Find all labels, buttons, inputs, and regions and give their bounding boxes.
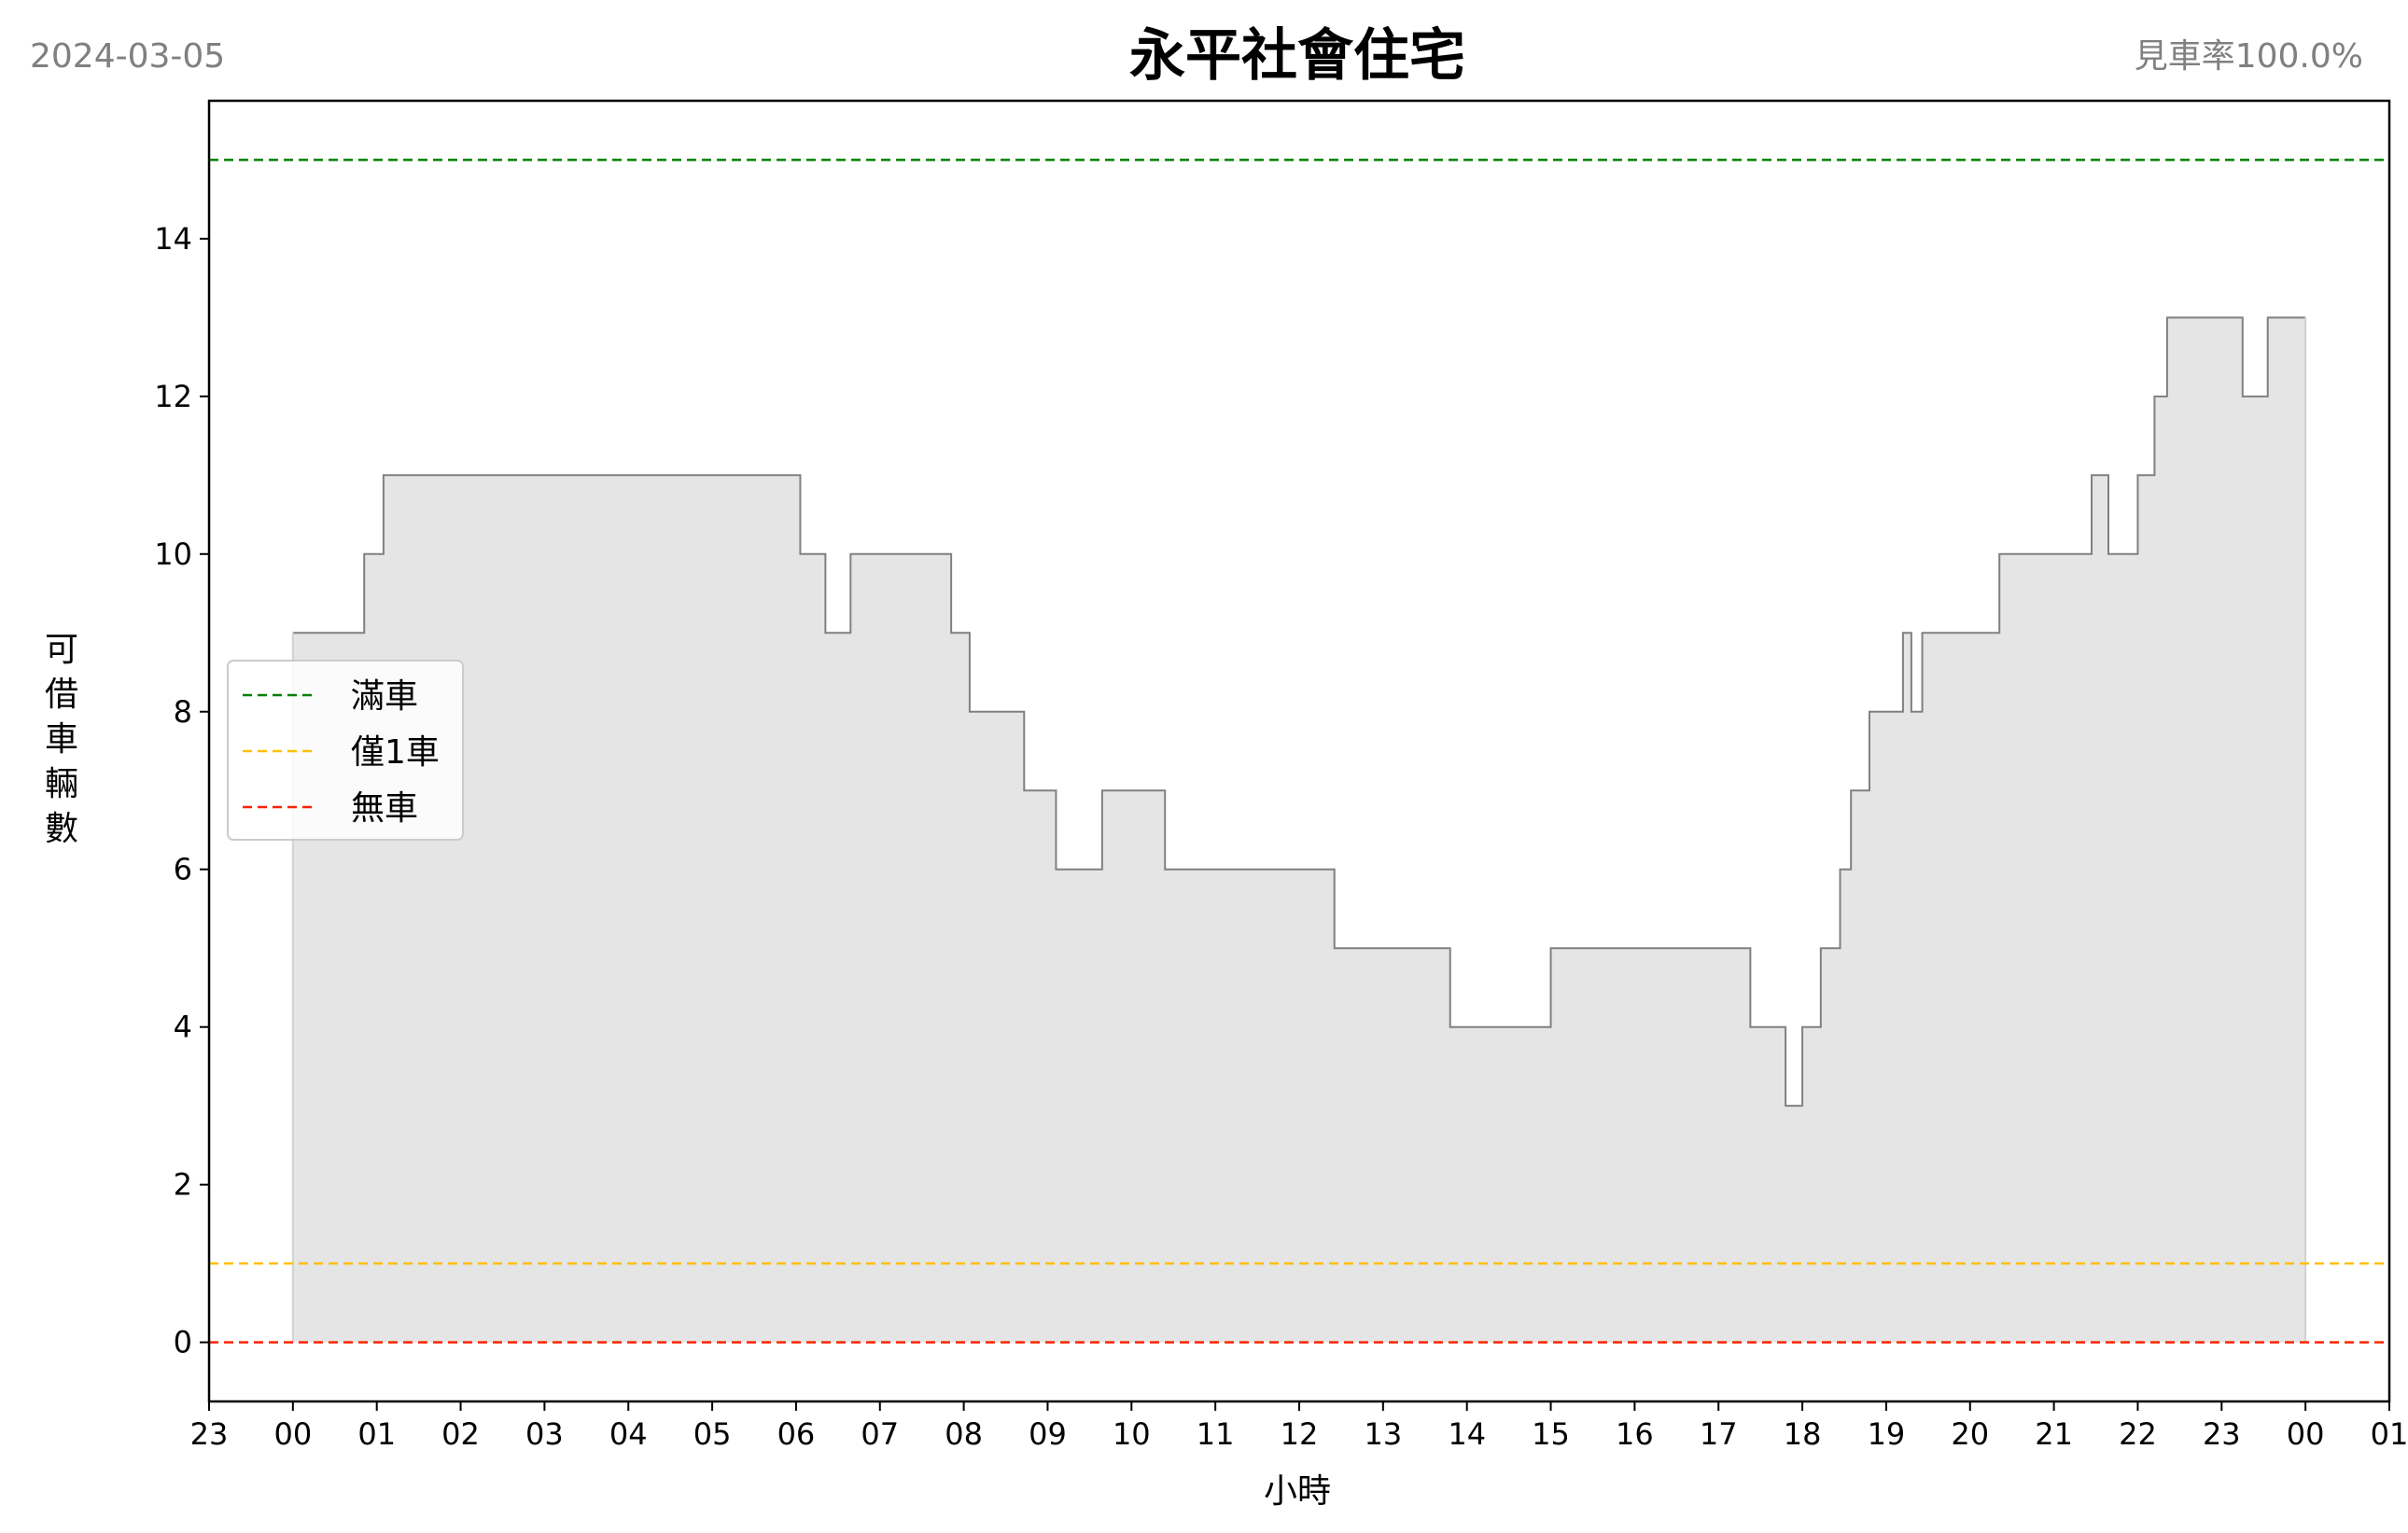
x-tick-label: 14	[1448, 1416, 1486, 1452]
x-tick-label: 00	[2287, 1416, 2325, 1452]
legend-label: 滿車	[351, 677, 418, 716]
x-tick-label: 12	[1281, 1416, 1319, 1452]
y-tick-label: 4	[174, 1010, 192, 1045]
chart-title: 永平社會住宅	[1129, 23, 1465, 89]
x-tick-label: 08	[945, 1416, 983, 1452]
x-tick-label: 04	[609, 1416, 648, 1452]
x-tick-label: 05	[693, 1416, 732, 1452]
x-tick-label: 13	[1364, 1416, 1402, 1452]
x-tick-label: 20	[1951, 1416, 1989, 1452]
y-tick-label: 8	[174, 694, 192, 730]
y-tick-label: 14	[154, 221, 192, 257]
x-tick-label: 01	[2371, 1416, 2408, 1452]
legend-box	[227, 660, 464, 841]
x-tick-label: 21	[2035, 1416, 2073, 1452]
y-tick-label: 2	[174, 1167, 192, 1203]
x-tick-label: 23	[190, 1416, 229, 1452]
legend-label: 無車	[351, 789, 418, 828]
x-tick-label: 22	[2119, 1416, 2157, 1452]
y-tick-label: 0	[174, 1325, 192, 1360]
x-tick-label: 06	[777, 1416, 816, 1452]
y-tick-label: 6	[174, 852, 192, 887]
area-fill	[292, 317, 2306, 1343]
x-tick-label: 15	[1532, 1416, 1570, 1452]
x-tick-label: 11	[1197, 1416, 1235, 1452]
x-tick-label: 19	[1868, 1416, 1906, 1452]
y-axis: 0 2 4 6 8 10 12 14	[154, 221, 209, 1360]
x-tick-label: 01	[357, 1416, 396, 1452]
legend-label: 僅1車	[351, 733, 440, 772]
plot-area	[209, 159, 2389, 1344]
y-axis-label: 可借車輛數	[45, 631, 78, 848]
x-tick-label: 09	[1029, 1416, 1067, 1452]
x-tick-label: 17	[1700, 1416, 1738, 1452]
x-axis: 23 00 01 02 03 04 05 06 07 08 09 10 11 12 13 14 15 16 17 18…	[190, 1401, 2408, 1452]
x-tick-label: 16	[1616, 1416, 1654, 1452]
series-line	[292, 316, 2306, 1108]
date-label: 2024-03-05	[30, 37, 225, 76]
x-tick-label: 03	[525, 1416, 564, 1452]
availability-rate: 見車率100.0%	[2135, 37, 2363, 76]
x-tick-label: 18	[1784, 1416, 1822, 1452]
x-tick-label: 10	[1113, 1416, 1151, 1452]
x-axis-label: 小時	[1264, 1472, 1331, 1511]
x-tick-label: 00	[273, 1416, 312, 1452]
x-tick-label: 07	[861, 1416, 899, 1452]
x-tick-label: 23	[2203, 1416, 2241, 1452]
y-tick-label: 10	[154, 537, 192, 572]
x-tick-label: 02	[441, 1416, 480, 1452]
y-tick-label: 12	[154, 379, 192, 414]
